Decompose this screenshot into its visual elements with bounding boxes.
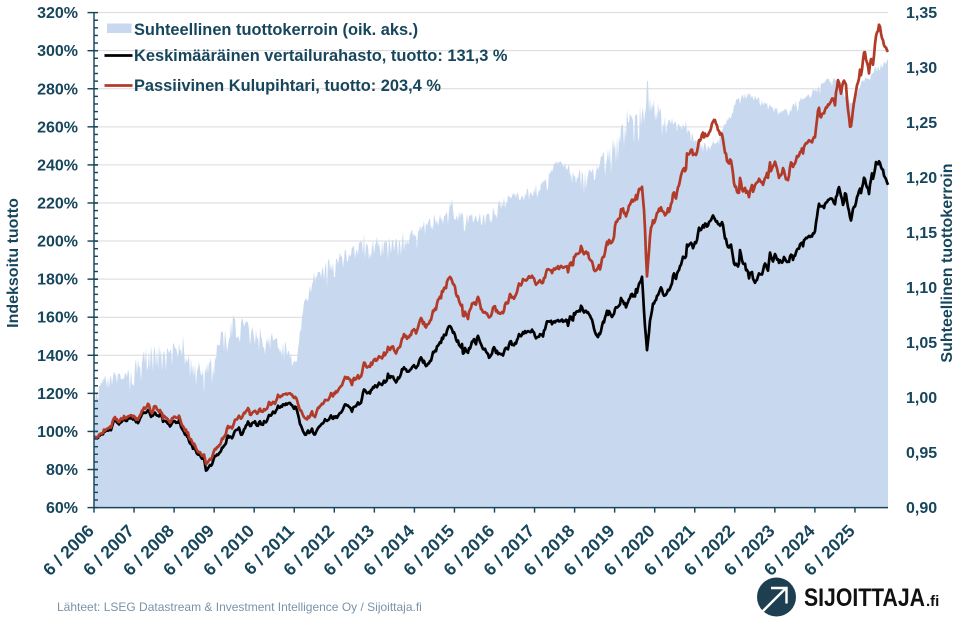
svg-text:100%: 100% bbox=[37, 424, 78, 441]
svg-text:60%: 60% bbox=[46, 500, 78, 517]
svg-text:0,95: 0,95 bbox=[906, 445, 937, 462]
svg-text:1,35: 1,35 bbox=[906, 5, 937, 22]
svg-text:Keskimääräinen vertailurahasto: Keskimääräinen vertailurahasto, tuotto: … bbox=[134, 47, 508, 65]
svg-text:0,90: 0,90 bbox=[906, 500, 937, 517]
svg-text:Passiivinen Kulupihtari, tuott: Passiivinen Kulupihtari, tuotto: 203,4 % bbox=[134, 77, 441, 95]
svg-text:Indeksoitu tuotto: Indeksoitu tuotto bbox=[5, 198, 22, 328]
svg-text:SIJOITTAJA: SIJOITTAJA bbox=[804, 584, 925, 612]
svg-text:1,15: 1,15 bbox=[906, 225, 937, 242]
svg-text:1,05: 1,05 bbox=[906, 335, 937, 352]
svg-text:1,30: 1,30 bbox=[906, 60, 937, 77]
svg-text:1,20: 1,20 bbox=[906, 170, 937, 187]
svg-text:.fi: .fi bbox=[926, 593, 939, 610]
svg-text:180%: 180% bbox=[37, 272, 78, 289]
svg-text:140%: 140% bbox=[37, 348, 78, 365]
svg-text:120%: 120% bbox=[37, 386, 78, 403]
svg-text:220%: 220% bbox=[37, 196, 78, 213]
svg-text:300%: 300% bbox=[37, 43, 78, 60]
svg-text:Lähteet: LSEG Datastream & Inv: Lähteet: LSEG Datastream & Investment In… bbox=[57, 600, 422, 614]
svg-text:Suhteellinen tuottokerroin (oi: Suhteellinen tuottokerroin (oik. aks.) bbox=[134, 21, 418, 39]
svg-text:200%: 200% bbox=[37, 234, 78, 251]
svg-text:240%: 240% bbox=[37, 157, 78, 174]
svg-text:1,00: 1,00 bbox=[906, 390, 937, 407]
svg-text:320%: 320% bbox=[37, 5, 78, 22]
svg-text:1,25: 1,25 bbox=[906, 115, 937, 132]
svg-text:1,10: 1,10 bbox=[906, 280, 937, 297]
svg-text:Suhteellinen tuottokerroin: Suhteellinen tuottokerroin bbox=[939, 163, 956, 362]
svg-text:80%: 80% bbox=[46, 462, 78, 479]
svg-text:160%: 160% bbox=[37, 310, 78, 327]
svg-text:260%: 260% bbox=[37, 119, 78, 136]
svg-text:280%: 280% bbox=[37, 81, 78, 98]
